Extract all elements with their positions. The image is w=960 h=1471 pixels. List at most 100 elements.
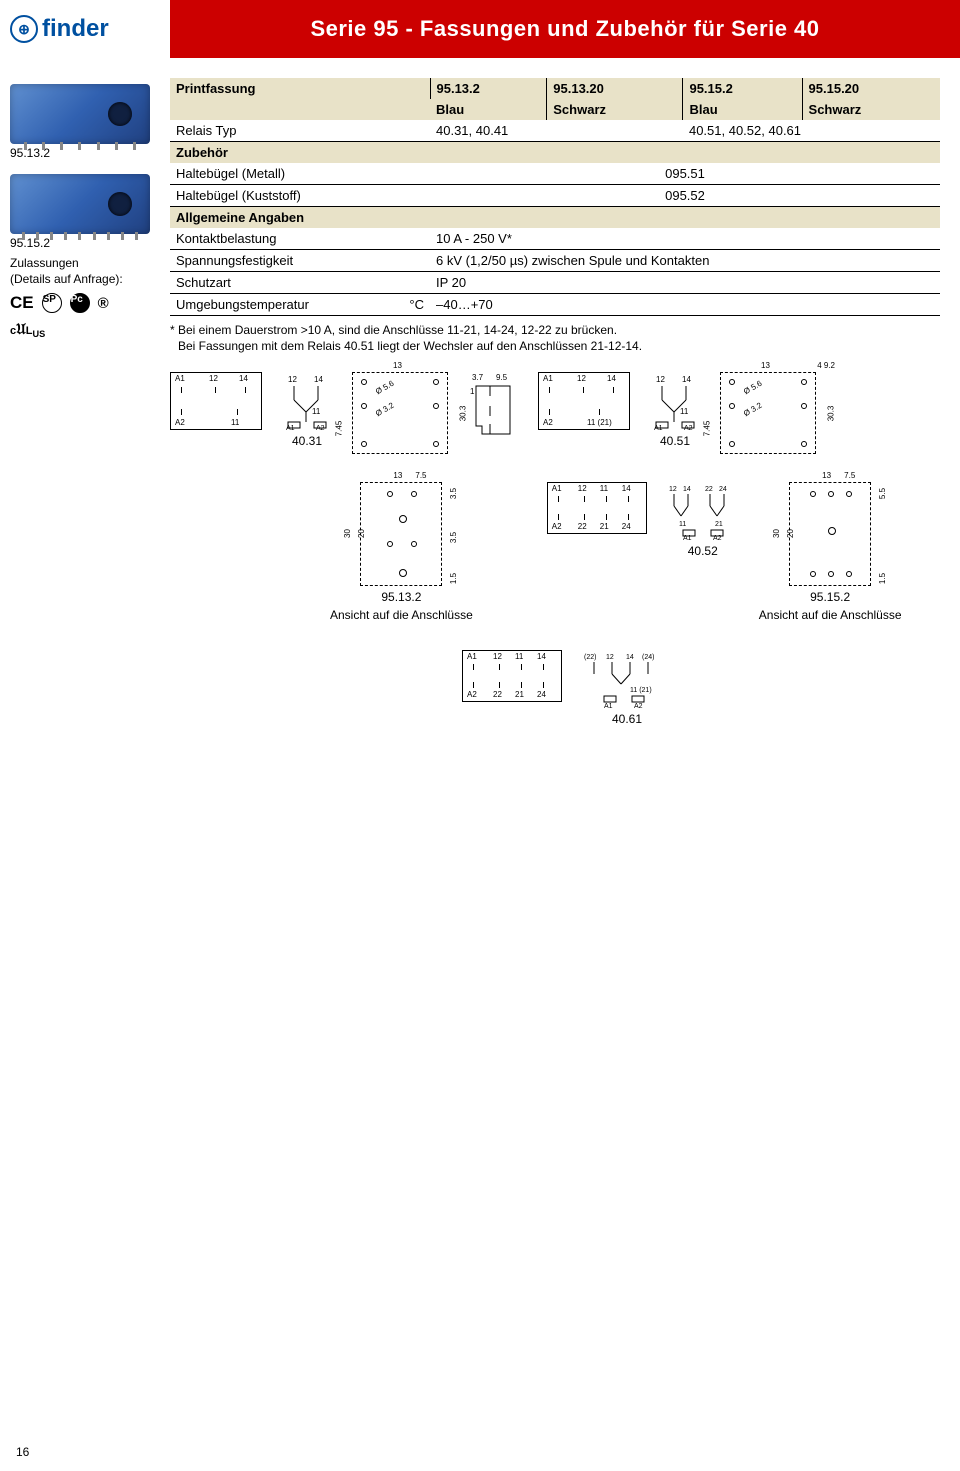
variant-code-0: 95.13.2 [430,78,547,99]
variant-color-0: Blau [430,99,547,120]
row-value: 10 A - 250 V* [430,228,940,250]
svg-text:14: 14 [626,654,634,661]
svg-text:A2: A2 [634,703,643,708]
diagram-caption: 40.51 [660,434,690,448]
spec-table: Printfassung 95.13.2 95.13.20 95.15.2 95… [170,78,940,316]
svg-text:24: 24 [719,486,727,493]
row-value: –40…+70 [430,294,940,316]
row-value: IP 20 [430,272,940,294]
csa-mark: SP [42,293,62,313]
svg-text:3.7: 3.7 [472,373,484,382]
diagram-caption: 40.61 [612,712,642,726]
svg-text:22: 22 [705,486,713,493]
pc-mark: Pc [70,293,90,313]
row-label: Kontaktbelastung [170,228,430,250]
svg-text:A2: A2 [684,425,693,430]
svg-text:12: 12 [669,486,677,493]
svg-text:14: 14 [682,375,691,384]
approvals-line2: (Details auf Anfrage): [10,272,123,286]
diagram-caption: 95.15.2 [810,590,850,604]
table-header-label: Printfassung [170,78,430,120]
svg-text:11: 11 [680,407,689,416]
approvals-line1: Zulassungen [10,256,79,270]
diagram-caption: 40.52 [688,544,718,558]
schematic-4031: 1214 11 A1A2 40.31 [284,372,330,448]
svg-text:12: 12 [606,654,614,661]
svg-text:11: 11 [679,521,686,528]
row-label-text: Umgebungstemperatur [176,297,309,312]
svg-text:14: 14 [683,486,691,493]
svg-text:A2: A2 [316,425,325,430]
svg-text:A1: A1 [604,703,613,708]
schematic-4052: 12 14 22 24 11 21 A1 A2 40.52 [669,482,737,558]
pinout-4052: A1 12 11 14 A2 22 21 24 [547,482,647,534]
page-title: Serie 95 - Fassungen und Zubehör für Ser… [310,16,819,42]
row-value: 6 kV (1,2/50 µs) zwischen Spule und Kont… [430,250,940,272]
variant-code-1: 95.13.20 [547,78,683,99]
svg-text:A1: A1 [286,425,295,430]
svg-text:11: 11 [312,407,321,416]
mount-profile-1: 3.7 9.5 1 [470,372,516,442]
section-label: Zubehör [170,142,940,164]
svg-text:A1: A1 [683,535,692,540]
svg-text:(24): (24) [642,654,654,661]
svg-text:21: 21 [715,521,723,528]
row-value: 40.31, 40.41 [430,120,683,142]
diagram-caption: 95.13.2 [381,590,421,604]
svg-text:A2: A2 [713,535,722,540]
schematic-icon: 12 14 22 24 11 21 A1 A2 [669,482,737,540]
footnote-1: * Bei einem Dauerstrom >10 A, sind die A… [170,323,617,337]
row-label: Umgebungstemperatur °C [170,294,430,316]
row-label: Haltebügel (Kuststoff) [170,185,430,207]
approvals-heading: Zulassungen (Details auf Anfrage): [10,256,160,287]
row-unit: °C [409,297,424,312]
svg-text:(22): (22) [584,654,596,661]
certification-logos: CE SP Pc ® c𝔘LUS [10,293,160,339]
variant-color-1: Schwarz [547,99,683,120]
footprint-95152-view: 13 7.5 5.5 1.5 30 20 95.15.2 Ansicht auf… [759,482,902,622]
footprint-95132-view: 13 7.5 3.5 3.5 1.5 30 20 95.13.2 Ansicht… [330,482,473,622]
svg-text:12: 12 [656,375,665,384]
row-label: Relais Typ [170,120,430,142]
section-label: Allgemeine Angaben [170,207,940,229]
variant-code-2: 95.15.2 [683,78,802,99]
mount-icon: 3.7 9.5 1 [470,372,516,442]
schematic-icon: 1214 11 A1A2 [284,372,330,430]
svg-text:11 (21): 11 (21) [630,687,652,694]
reg-mark: ® [98,295,109,312]
footprint-9513: 13 Ø 5.6 Ø 3.2 7.45 30.3 [352,372,448,454]
diagram-subcaption: Ansicht auf die Anschlüsse [759,608,902,622]
variant-code-3: 95.15.20 [802,78,940,99]
svg-text:A1: A1 [654,425,663,430]
left-sidebar: 95.13.2 95.15.2 Zulassungen (Details auf… [0,78,170,726]
logo-icon: ⊕ [10,15,38,43]
socket-image-1 [10,84,150,144]
brand-name: finder [42,15,109,43]
row-label: Schutzart [170,272,430,294]
pinout-4061: A1 12 11 14 A2 22 21 24 [462,650,562,702]
ul-mark: c𝔘LUS [10,321,160,339]
main-content: Printfassung 95.13.2 95.13.20 95.15.2 95… [170,78,960,726]
row-value: 095.51 [430,163,940,185]
variant-color-3: Schwarz [802,99,940,120]
diagram-caption: 40.31 [292,434,322,448]
row-label: Spannungsfestigkeit [170,250,430,272]
pinout-4031: A1 12 14 A2 11 [170,372,262,430]
row-value: 40.51, 40.52, 40.61 [683,120,940,142]
variant-color-2: Blau [683,99,802,120]
svg-text:1: 1 [470,387,475,396]
socket-image-2 [10,174,150,234]
svg-text:12: 12 [288,375,297,384]
schematic-4061: (22) 12 14 (24) 11 (21) A1 A2 40.61 [584,650,670,726]
diagrams-area: A1 12 14 A2 11 12 14 11 [170,372,940,726]
diagram-subcaption: Ansicht auf die Anschlüsse [330,608,473,622]
page-number: 16 [16,1445,29,1459]
schematic-icon: (22) 12 14 (24) 11 (21) A1 A2 [584,650,670,708]
schematic-4051: 12 14 11 A1 A2 40.51 [652,372,698,448]
ce-mark: CE [10,293,34,313]
pinout-4051: A1 12 14 A2 11 (21) [538,372,630,430]
footnote-2: Bei Fassungen mit dem Relais 40.51 liegt… [170,339,642,353]
footnote: * Bei einem Dauerstrom >10 A, sind die A… [170,322,940,354]
svg-text:9.5: 9.5 [496,373,508,382]
footprint-9515: 13 4 9.2 Ø 5.6 Ø 3.2 7.45 30.3 [720,372,816,454]
